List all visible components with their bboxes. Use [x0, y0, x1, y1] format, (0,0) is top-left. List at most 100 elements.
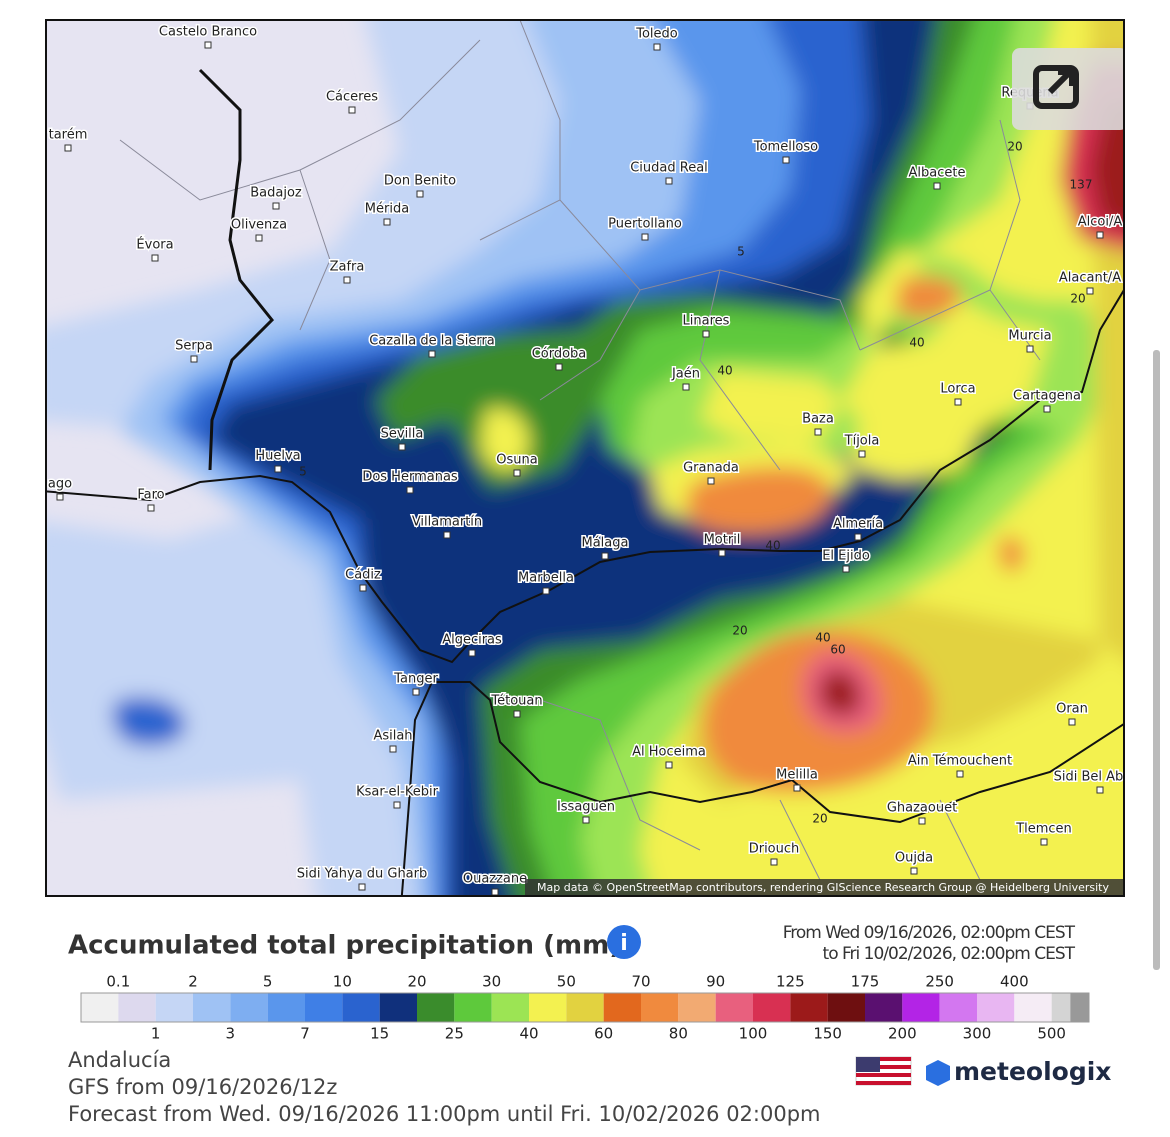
city-label: Puertollano — [608, 217, 682, 232]
contour-label: 137 — [1070, 178, 1093, 192]
city-marker — [718, 549, 726, 557]
attribution: Map data © OpenStreetMap contributors, r… — [537, 881, 1109, 894]
legend-swatch — [753, 993, 791, 1022]
city-marker — [398, 443, 406, 451]
city-marker — [358, 883, 366, 891]
city-marker — [443, 531, 451, 539]
city-marker — [665, 177, 673, 185]
city-marker — [956, 770, 964, 778]
legend-title: Accumulated total precipitation (mm) — [68, 931, 621, 961]
legend-label: 100 — [739, 1025, 768, 1043]
city-label: Alcoi/A — [1078, 215, 1123, 230]
legend-label: 30 — [482, 973, 501, 991]
legend-swatch — [977, 993, 1015, 1022]
share-button[interactable] — [1012, 48, 1128, 130]
city-marker — [147, 504, 155, 512]
city-marker — [491, 888, 499, 896]
legend-label: 500 — [1037, 1025, 1066, 1043]
map[interactable]: Castelo Branco Toledo Cáceres tarém Badajoz D… — [30, 0, 1170, 920]
city-label: Dos Hermanas — [362, 470, 458, 485]
city-label: Olivenza — [231, 218, 287, 233]
city-label: Badajoz — [250, 186, 302, 201]
legend-label: 5 — [263, 973, 273, 991]
legend-label: 40 — [519, 1025, 538, 1043]
city-label: Córdoba — [532, 347, 587, 362]
contour-label: 20 — [1070, 292, 1085, 306]
city-marker — [702, 330, 710, 338]
city-marker — [933, 182, 941, 190]
info-icon[interactable]: i — [607, 925, 641, 959]
city-marker — [814, 428, 822, 436]
city-marker — [383, 218, 391, 226]
legend-label: 0.1 — [106, 973, 130, 991]
legend-swatch — [715, 993, 753, 1022]
legend-label: 175 — [851, 973, 880, 991]
legend-label: 3 — [226, 1025, 236, 1043]
city-label: Melilla — [776, 768, 818, 783]
legend-swatch — [641, 993, 679, 1022]
legend-swatch — [603, 993, 641, 1022]
city-marker — [542, 587, 550, 595]
city-marker — [555, 363, 563, 371]
city-marker — [782, 156, 790, 164]
city-marker — [190, 355, 198, 363]
legend-label: 150 — [813, 1025, 842, 1043]
city-marker — [582, 816, 590, 824]
city-marker — [910, 867, 918, 875]
legend-label: 25 — [445, 1025, 464, 1043]
city-marker — [1096, 231, 1104, 239]
legend-swatch — [417, 993, 455, 1022]
city-label: Ksar-el-Kebir — [356, 785, 439, 800]
flag[interactable] — [855, 1056, 912, 1086]
city-marker — [1096, 786, 1104, 794]
city-label: Driouch — [749, 842, 800, 857]
city-label: Motril — [704, 533, 741, 548]
city-label: Toledo — [635, 27, 678, 42]
contour-label: 20 — [812, 812, 827, 826]
city-label: ago — [48, 477, 72, 492]
legend-swatch — [118, 993, 156, 1022]
legend-label: 80 — [669, 1025, 688, 1043]
city-label: Granada — [683, 461, 739, 476]
legend-swatch — [193, 993, 231, 1022]
city-marker — [406, 486, 414, 494]
city-marker — [513, 469, 521, 477]
period-from: From Wed 09/16/2026, 02:00pm CEST — [783, 923, 1076, 943]
city-label: Faro — [137, 488, 164, 503]
city-label: Sidi Yahya du Gharb — [297, 867, 428, 882]
scrollbar[interactable] — [1153, 350, 1160, 970]
legend-label: 200 — [888, 1025, 917, 1043]
city-label: Mérida — [365, 202, 409, 217]
legend-label: 7 — [300, 1025, 310, 1043]
city-marker — [1043, 405, 1051, 413]
contour-label: 40 — [909, 336, 924, 350]
legend-label: 400 — [1000, 973, 1029, 991]
city-label: tarém — [49, 128, 88, 143]
city-label: Issaguen — [557, 800, 615, 815]
city-marker — [359, 584, 367, 592]
logo-icon — [926, 1060, 950, 1086]
city-label: Almería — [833, 517, 883, 532]
legend-swatch — [267, 993, 305, 1022]
forecast: Forecast from Wed. 09/16/2026 11:00pm un… — [68, 1102, 821, 1126]
city-marker — [1026, 345, 1034, 353]
city-marker — [601, 552, 609, 560]
city-label: Jaén — [671, 367, 700, 382]
city-label: Oujda — [895, 851, 933, 866]
legend-label: 60 — [594, 1025, 613, 1043]
legend-label: 50 — [557, 973, 576, 991]
contour-label: 5 — [737, 245, 745, 259]
legend-label: 20 — [407, 973, 426, 991]
period-to: to Fri 10/02/2026, 02:00pm CEST — [823, 944, 1076, 964]
city-marker — [204, 41, 212, 49]
city-label: Lorca — [940, 382, 975, 397]
city-marker — [513, 710, 521, 718]
city-label: Zafra — [330, 260, 365, 275]
legend-swatch — [865, 993, 903, 1022]
contour-label: 40 — [765, 539, 780, 553]
city-label: Cazalla de la Sierra — [369, 334, 495, 349]
city-label: Tétouan — [490, 694, 542, 709]
city-label: Ain Témouchent — [908, 754, 1012, 769]
city-label: Sevilla — [381, 427, 424, 442]
city-marker — [56, 493, 64, 501]
